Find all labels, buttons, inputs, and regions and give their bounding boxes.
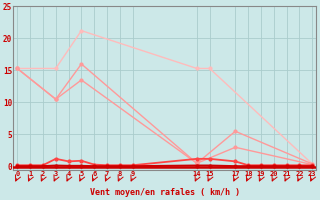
X-axis label: Vent moyen/en rafales ( km/h ): Vent moyen/en rafales ( km/h ) (90, 188, 240, 197)
